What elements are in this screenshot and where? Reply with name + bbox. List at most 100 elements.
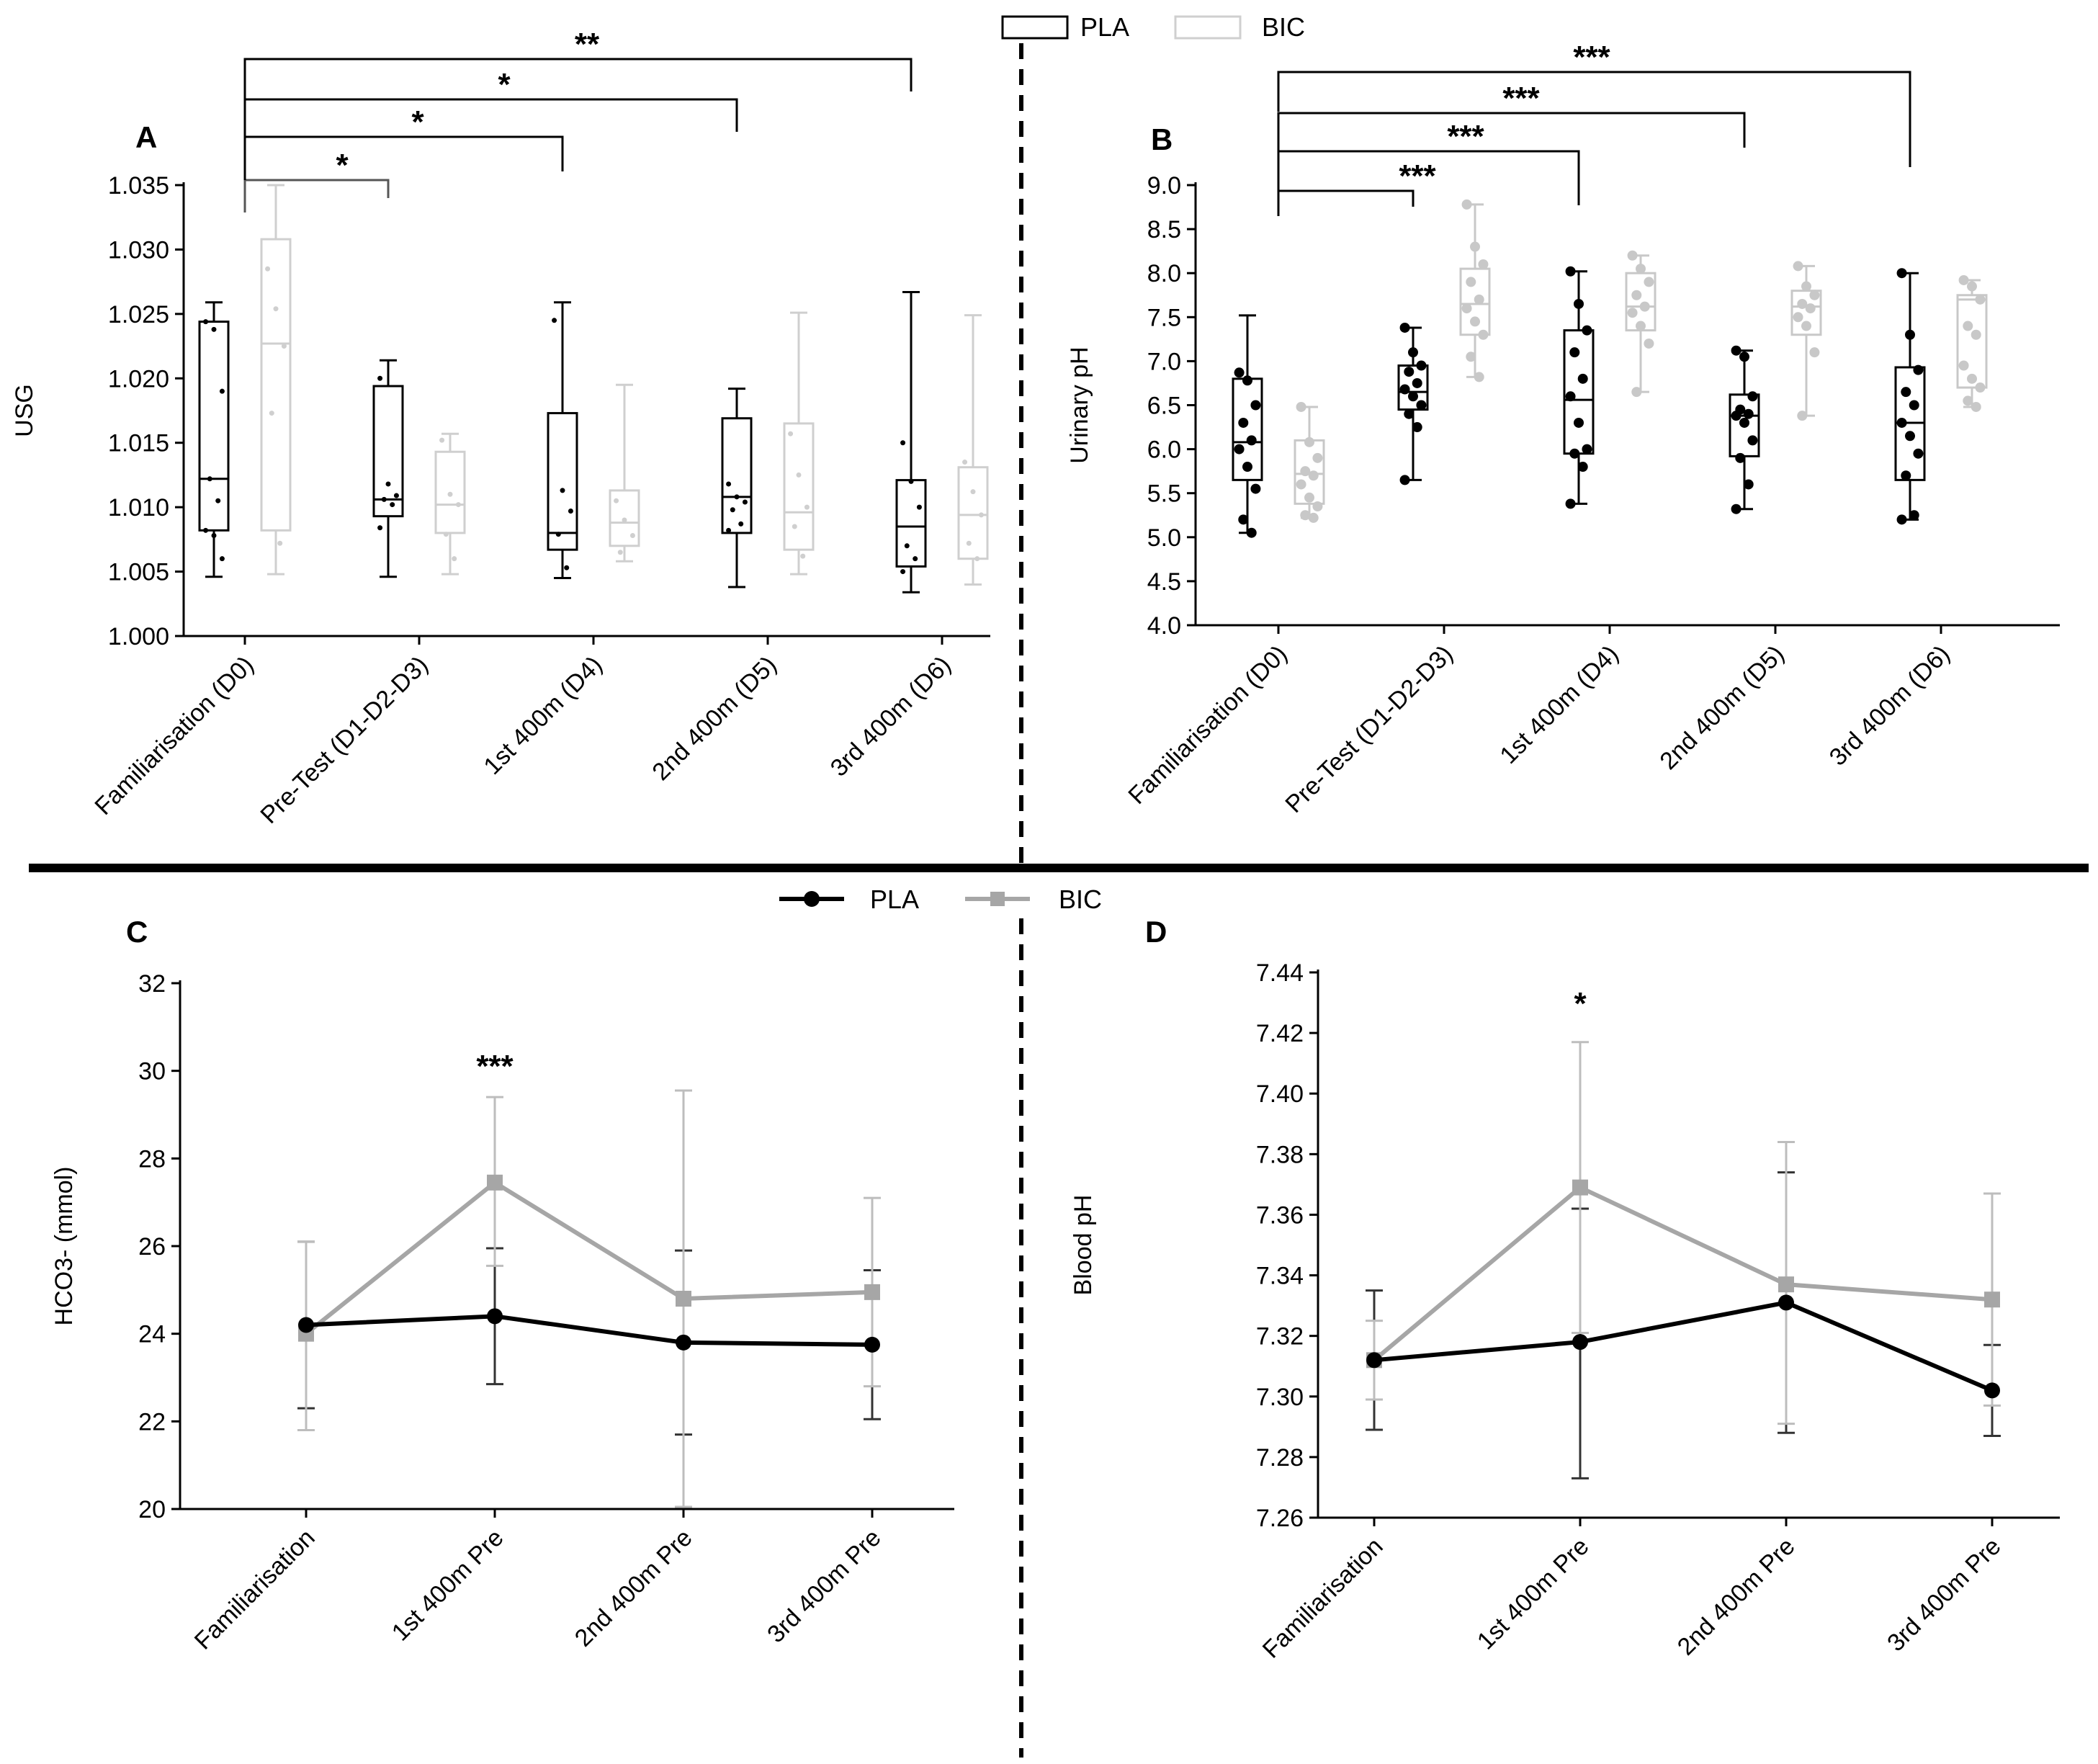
data-point-bic	[1984, 1291, 2000, 1308]
box-data-point	[800, 553, 806, 559]
box-data-point	[555, 532, 561, 537]
box-data-point	[788, 431, 794, 436]
y-tick-label: 4.0	[1147, 612, 1181, 640]
data-point-pla	[1984, 1382, 2000, 1399]
x-tick-label: Pre-Test (D1-D2-D3)	[255, 651, 433, 829]
box-iqr	[609, 489, 640, 547]
box-data-point	[1747, 391, 1758, 402]
box-data-point	[1805, 303, 1816, 314]
box-data-point	[1801, 321, 1811, 331]
box-data-point	[1242, 375, 1252, 386]
panel-b-urinary-ph-boxplot: 4.0 4.5 5.0 5.5 6.0 6.5 7.0 7.5 8.0 8.5 9.0 Familia…	[1066, 40, 2060, 818]
box-data-point	[1636, 264, 1646, 274]
box-data-point	[796, 472, 802, 478]
y-tick-label: 7.5	[1147, 304, 1181, 331]
legend-pla-marker	[804, 891, 820, 907]
x-tick-label: Pre-Test (D1-D2-D3)	[1280, 640, 1458, 818]
box-data-point	[560, 488, 565, 493]
box-data-point	[966, 540, 972, 546]
box-iqr	[1397, 364, 1429, 411]
box-data-point	[1474, 294, 1484, 305]
box-data-point	[1743, 408, 1754, 419]
box-data-point	[1312, 452, 1323, 463]
data-point-bic	[487, 1174, 503, 1191]
legend-pla-swatch	[1001, 15, 1069, 40]
y-tick-label: 7.30	[1256, 1384, 1304, 1411]
y-tick-label: 1.030	[108, 236, 169, 264]
box-data-point	[1739, 352, 1749, 362]
box-data-point	[1399, 475, 1410, 485]
panel-d-blood-ph-line-chart: 7.26 7.28 7.30 7.32 7.34 7.36 7.38 7.40 7.42 7.44…	[1070, 915, 2060, 1664]
box-data-point	[1582, 325, 1592, 336]
y-tick-label: 1.025	[108, 301, 169, 328]
y-tick-label: 7.32	[1256, 1323, 1304, 1351]
box-data-point	[281, 344, 287, 349]
box-data-point	[1565, 498, 1576, 509]
box-data-point	[1971, 401, 1981, 412]
data-point-bic	[1572, 1179, 1588, 1196]
significance-label: *	[336, 148, 349, 183]
y-tick-label: 4.5	[1147, 568, 1181, 596]
box-data-point	[804, 504, 810, 510]
significance-label: ***	[476, 1049, 514, 1084]
y-axis-label: HCO3- (mmol)	[50, 1167, 78, 1326]
box-iqr	[895, 479, 927, 568]
box-data-point	[265, 266, 271, 272]
data-point-pla	[1366, 1352, 1382, 1369]
box-data-point	[792, 524, 797, 529]
box-data-point	[1644, 338, 1654, 349]
box-data-point	[1639, 301, 1650, 312]
x-tick-label: Familiarisation (D0)	[89, 651, 259, 820]
y-axis-label: Urinary pH	[1066, 346, 1093, 463]
legend-line: PLA BIC	[779, 885, 1102, 914]
box-data-point	[1577, 373, 1588, 384]
y-tick-label: 20	[138, 1496, 166, 1523]
y-tick-label: 1.010	[108, 494, 169, 521]
y-tick-label: 22	[138, 1408, 166, 1436]
box-data-point	[1747, 435, 1758, 446]
box-data-point	[1743, 479, 1754, 490]
panel-label: A	[135, 120, 157, 154]
box-data-point	[1636, 321, 1646, 331]
box-data-point	[962, 460, 968, 465]
box-data-point	[1582, 444, 1592, 455]
box-data-point	[452, 556, 457, 562]
y-tick-label: 24	[138, 1321, 166, 1348]
box-data-point	[1416, 360, 1427, 371]
box-data-point	[568, 509, 573, 514]
box-data-point	[1565, 391, 1576, 402]
box-data-point	[1731, 345, 1741, 356]
box-data-point	[1967, 373, 1977, 384]
box-data-point	[215, 498, 221, 503]
box-iqr	[1956, 294, 1988, 389]
box-data-point	[734, 494, 740, 500]
y-tick-label: 7.40	[1256, 1080, 1304, 1108]
y-tick-label: 32	[138, 970, 166, 998]
panel-label: C	[126, 915, 148, 949]
series-line-pla	[1373, 1300, 1994, 1393]
data-point-pla	[1572, 1334, 1588, 1351]
box-iqr	[721, 417, 753, 534]
box-iqr	[372, 385, 404, 518]
y-tick-label: 7.44	[1256, 959, 1304, 987]
box-data-point	[1631, 387, 1642, 398]
box-data-point	[1300, 510, 1311, 521]
box-data-point	[1312, 501, 1323, 512]
box-data-point	[1466, 277, 1476, 287]
series-line-pla	[305, 1314, 873, 1347]
box-iqr	[783, 422, 815, 551]
box-data-point	[455, 502, 461, 508]
y-tick-label: 9.0	[1147, 172, 1181, 200]
significance-label: ***	[1447, 119, 1484, 154]
significance-label: ***	[1399, 158, 1436, 194]
x-tick-label: 1st 400m Pre	[387, 1524, 509, 1647]
box-data-point	[1905, 329, 1915, 340]
box-data-point	[1404, 367, 1415, 377]
box-data-point	[916, 504, 922, 510]
box-data-point	[1408, 391, 1418, 402]
box-data-point	[1971, 329, 1981, 340]
y-tick-label: 1.035	[108, 172, 169, 200]
y-tick-label: 26	[138, 1233, 166, 1261]
box-data-point	[564, 565, 570, 570]
box-data-point	[1797, 411, 1808, 421]
